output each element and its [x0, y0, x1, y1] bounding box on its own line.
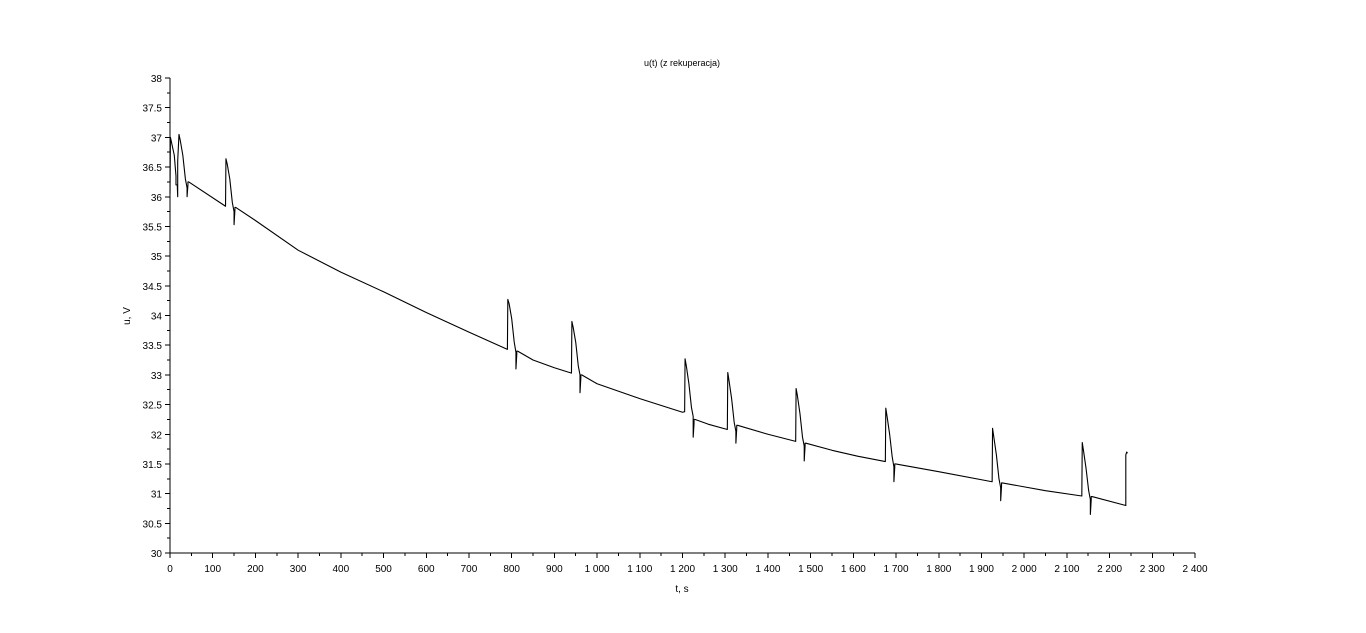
y-axis-label: u, V — [122, 307, 133, 325]
y-axis-ticks: 30 30.5 31 31.5 32 32.5 33 33.5 34 34.5 35 35.5 36 36… — [143, 74, 170, 560]
y-tick-label: 33 — [151, 371, 163, 382]
y-tick-label: 31.5 — [143, 460, 163, 471]
x-tick-label: 1 600 — [841, 564, 866, 575]
x-tick-label: 2 100 — [1054, 564, 1079, 575]
x-tick-label: 500 — [375, 564, 392, 575]
y-tick-label: 34 — [151, 312, 163, 323]
y-tick-label: 36 — [151, 193, 163, 204]
x-tick-label: 200 — [247, 564, 264, 575]
x-tick-label: 400 — [332, 564, 349, 575]
x-tick-label: 800 — [503, 564, 520, 575]
series-line-1 — [169, 133, 1128, 515]
x-tick-label: 2 200 — [1097, 564, 1122, 575]
x-tick-label: 2 000 — [1012, 564, 1037, 575]
x-tick-label: 1 700 — [884, 564, 909, 575]
y-tick-label: 34.5 — [143, 282, 163, 293]
series-lines — [169, 133, 1128, 515]
y-tick-label: 36.5 — [143, 163, 163, 174]
x-tick-label: 700 — [461, 564, 478, 575]
x-tick-label: 0 — [167, 564, 173, 575]
y-tick-label: 32.5 — [143, 401, 163, 412]
x-tick-label: 1 000 — [585, 564, 610, 575]
x-tick-label: 1 100 — [627, 564, 652, 575]
y-tick-label: 35.5 — [143, 222, 163, 233]
x-tick-label: 1 200 — [670, 564, 695, 575]
y-tick-label: 30.5 — [143, 519, 163, 530]
x-tick-label: 300 — [290, 564, 307, 575]
y-tick-label: 33.5 — [143, 341, 163, 352]
x-tick-label: 600 — [418, 564, 435, 575]
chart-title: u(t) (z rekuperacja) — [644, 58, 720, 68]
x-axis-ticks: 0 100 200 300 400 500 600 700 800 900 1 000 1 100 1 … — [167, 553, 1208, 575]
y-tick-label: 32 — [151, 430, 163, 441]
x-tick-label: 1 800 — [926, 564, 951, 575]
x-tick-label: 100 — [204, 564, 221, 575]
axes — [169, 78, 1195, 554]
x-axis-label: t, s — [675, 584, 688, 595]
x-tick-label: 2 400 — [1182, 564, 1207, 575]
y-tick-label: 35 — [151, 252, 163, 263]
y-tick-label: 37 — [151, 133, 163, 144]
x-tick-label: 1 900 — [969, 564, 994, 575]
y-tick-label: 38 — [151, 74, 163, 85]
y-tick-label: 37.5 — [143, 104, 163, 115]
x-tick-label: 1 300 — [713, 564, 738, 575]
x-tick-label: 1 400 — [755, 564, 780, 575]
y-tick-label: 30 — [151, 549, 163, 560]
y-tick-label: 31 — [151, 490, 163, 501]
x-tick-label: 1 500 — [798, 564, 823, 575]
x-tick-label: 900 — [546, 564, 563, 575]
x-tick-label: 2 300 — [1140, 564, 1165, 575]
